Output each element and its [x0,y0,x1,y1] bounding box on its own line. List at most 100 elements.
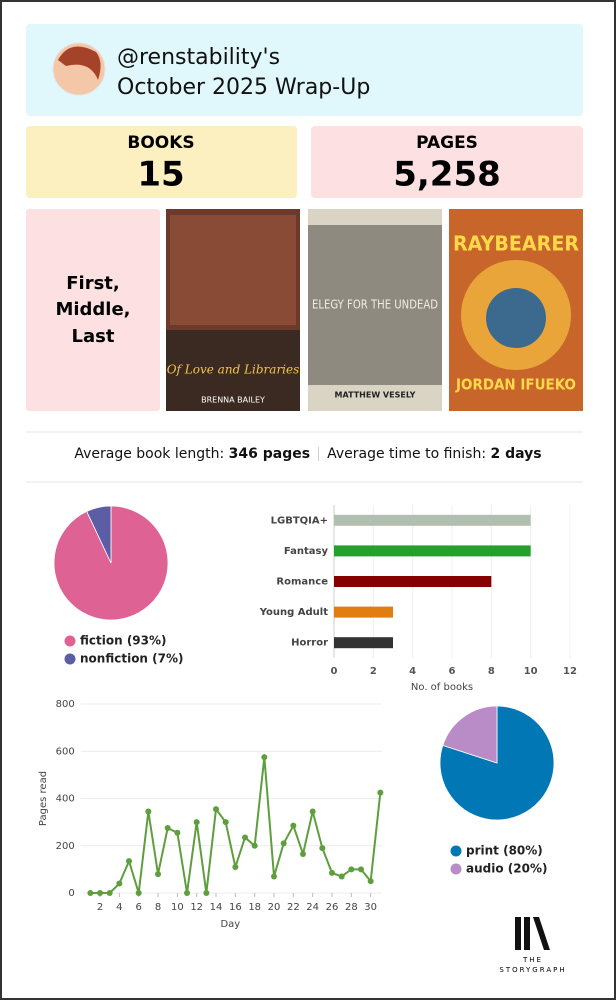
line-point [203,890,210,896]
logo-text: THE [522,956,543,964]
line-point [135,890,142,896]
line-point [145,808,152,815]
cover-face [486,288,546,348]
line-point [242,834,249,841]
cover-desk [166,330,300,411]
bar [334,576,492,587]
y-tick-label: 800 [56,699,75,710]
x-axis-label: Day [220,919,240,930]
cover-face [308,225,442,385]
x-tick-label: 16 [229,902,242,913]
stat-value: 15 [137,155,184,195]
line-point [348,866,355,873]
line-point [319,845,326,852]
x-tick-label: 18 [248,902,261,913]
line-point [164,825,171,832]
bar [334,514,531,526]
line-point [155,871,162,878]
x-tick-label: 8 [155,902,161,913]
legend-label: print (80%) [466,844,543,858]
cover-shelves [170,215,296,325]
x-tick-label: 0 [331,666,338,677]
avatar-hair [58,46,101,80]
pie-slice [439,705,555,821]
line-point [261,754,268,761]
avg-label: Average book length: [74,446,225,462]
legend-swatch [450,863,462,875]
avg-label: Average time to finish: [327,446,487,462]
line-point [290,822,297,829]
y-axis-label: Pages read [38,771,49,826]
y-tick-label: Young Adult [259,607,329,618]
line-point [271,873,278,880]
avg-value: 2 days [490,446,542,462]
x-axis-label: No. of books [411,682,473,693]
x-tick-label: 2 [370,666,377,677]
legend-label: fiction (93%) [80,634,167,648]
x-tick-label: 10 [171,902,184,913]
cover-title: RAYBEARER [453,232,579,256]
line-point [193,819,200,826]
averages: Average book length: 346 pages Average ti… [0,446,616,462]
line-point [280,840,287,847]
legend-swatch [64,653,76,665]
line-point [184,890,191,896]
line-point [329,869,336,876]
x-tick-label: 12 [190,902,203,913]
line-point [126,858,133,865]
cover-author: MATTHEW VESELY [335,391,416,400]
x-tick-label: 2 [97,902,103,913]
x-tick-label: 26 [326,902,339,913]
header-box [26,24,583,116]
x-tick-label: 24 [306,902,319,913]
logo-bar [515,917,521,950]
logo-bar [533,917,550,950]
legend-label: audio (20%) [466,862,547,876]
legend-swatch [450,845,462,857]
featured-line: Last [72,326,115,347]
separator [318,447,320,461]
x-tick-label: 4 [409,666,416,677]
line-point [87,890,94,896]
line-point [174,829,181,836]
logo-bar [524,917,530,950]
y-tick-label: 400 [56,794,75,805]
line-point [367,878,374,885]
bar [334,606,393,618]
y-tick-label: 200 [56,841,75,852]
header-title: @renstability's [117,45,280,70]
stat-value: 5,258 [393,155,501,195]
line-point [377,789,384,796]
line-point [251,842,258,849]
y-tick-label: 0 [68,888,74,899]
x-tick-label: 8 [488,666,495,677]
line-point [309,808,316,815]
featured-box [26,209,160,411]
x-tick-label: 20 [268,902,281,913]
y-tick-label: Fantasy [284,546,329,557]
line-point [232,864,239,871]
cover-title: Of Love and Libraries [167,363,300,377]
x-tick-label: 14 [210,902,223,913]
stat-box [311,126,583,198]
bar [334,545,531,557]
line-point [222,819,229,826]
bar [334,637,393,649]
line-point [338,873,345,880]
line-point [358,866,365,873]
featured-line: Middle, [55,299,130,320]
header-subtitle: October 2025 Wrap-Up [117,75,370,100]
x-tick-label: 4 [116,902,122,913]
cover-title: ELEGY FOR THE UNDEAD [312,298,438,312]
y-tick-label: Romance [276,577,328,588]
legend-swatch [64,635,76,647]
stat-box [26,126,297,198]
line-point [300,851,307,858]
y-tick-label: LGBTQIA+ [271,515,328,526]
avg-value: 346 pages [228,446,311,462]
stat-label: PAGES [416,133,478,153]
line-point [213,806,220,813]
pie-slice [86,505,112,564]
line-point [106,890,113,896]
